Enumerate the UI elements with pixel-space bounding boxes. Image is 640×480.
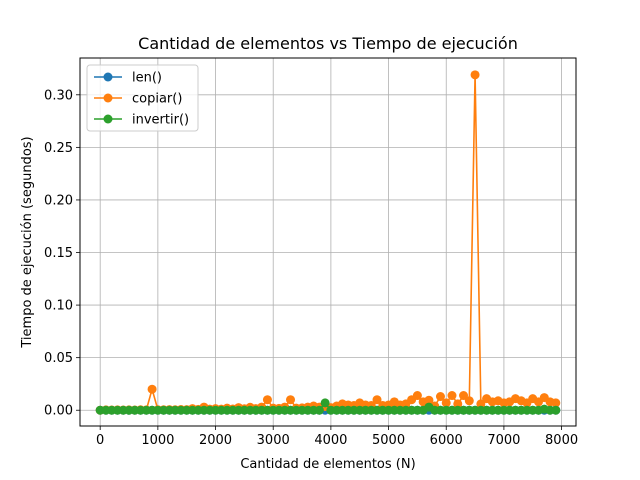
- data-point: [459, 391, 469, 401]
- data-point: [424, 395, 434, 405]
- y-tick-label: 0.30: [44, 88, 73, 103]
- y-axis: 0.00 0.05 0.10 0.15 0.20 0.25 0.30: [44, 88, 80, 419]
- x-tick-label: 6000: [430, 433, 463, 448]
- data-point: [470, 70, 480, 80]
- legend-marker: [103, 114, 113, 124]
- legend-marker: [103, 72, 113, 82]
- data-point: [262, 395, 272, 405]
- axes-frame: [79, 57, 577, 427]
- legend-label: copiar(): [132, 92, 182, 107]
- x-tick-label: 1000: [141, 433, 174, 448]
- series-layer: [95, 70, 561, 415]
- data-point: [286, 395, 296, 405]
- y-tick-label: 0.05: [44, 351, 73, 366]
- x-tick-label: 8000: [545, 433, 578, 448]
- x-axis-label: Cantidad de elementos (N): [240, 457, 415, 472]
- data-point: [551, 398, 561, 408]
- x-tick-label: 2000: [199, 433, 232, 448]
- legend-label: invertir(): [132, 113, 189, 128]
- chart-title: Cantidad de elementos vs Tiempo de ejecu…: [138, 34, 518, 53]
- data-point: [372, 395, 382, 405]
- x-tick-label: 0: [96, 433, 104, 448]
- data-point: [412, 391, 422, 401]
- data-point: [147, 384, 157, 394]
- legend-item: invertir(): [94, 113, 189, 128]
- legend-item: len(): [94, 71, 162, 86]
- y-tick-label: 0.25: [44, 141, 73, 156]
- legend-marker: [103, 93, 113, 103]
- legend-item: copiar(): [94, 92, 182, 107]
- x-tick-label: 3000: [257, 433, 290, 448]
- y-tick-label: 0.15: [44, 246, 73, 261]
- x-axis: 0 1000 2000 3000 4000 5000 6000 7000 8000: [96, 426, 578, 448]
- legend-label: len(): [132, 71, 162, 86]
- series-3: [95, 398, 561, 415]
- data-point: [320, 398, 330, 408]
- data-point: [435, 392, 445, 402]
- data-point: [453, 399, 463, 409]
- y-tick-label: 0.10: [44, 299, 73, 314]
- x-tick-label: 7000: [487, 433, 520, 448]
- grid: [80, 58, 576, 426]
- x-tick-label: 5000: [372, 433, 405, 448]
- y-tick-label: 0.20: [44, 193, 73, 208]
- data-point: [464, 396, 474, 406]
- legend: len() copiar() invertir(): [86, 64, 199, 132]
- data-point: [476, 399, 486, 409]
- data-point: [314, 405, 324, 415]
- data-point: [551, 405, 561, 415]
- y-axis-label: Tiempo de ejecución (segundos): [20, 136, 35, 348]
- legend-box: [86, 64, 199, 132]
- data-point: [447, 391, 457, 401]
- y-tick-label: 0.00: [44, 404, 73, 419]
- x-tick-label: 4000: [314, 433, 347, 448]
- data-point: [441, 398, 451, 408]
